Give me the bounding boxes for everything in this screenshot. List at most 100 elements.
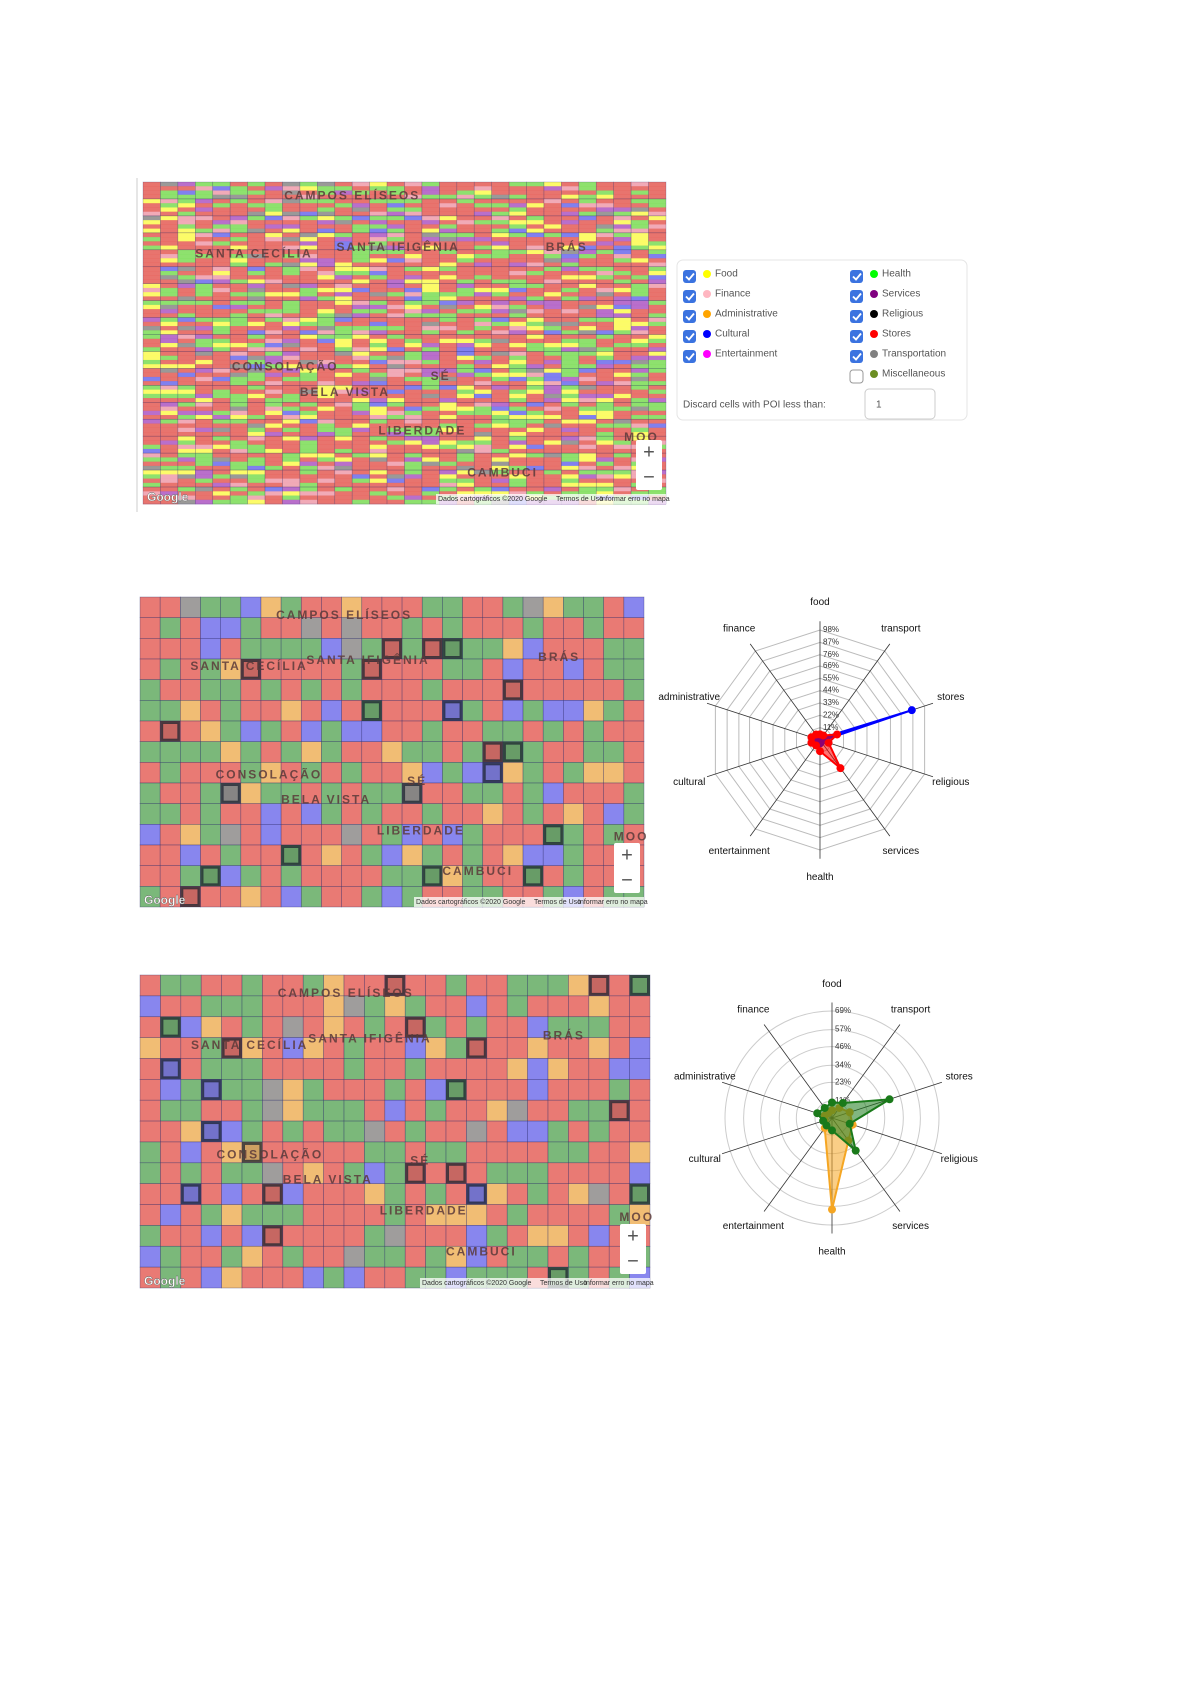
checkbox[interactable]	[849, 369, 864, 384]
cell-stripe	[212, 372, 231, 378]
cell-stripe	[648, 330, 666, 335]
cell	[302, 1204, 324, 1226]
cell	[563, 803, 584, 825]
cell-stripe	[352, 224, 370, 229]
cell-highlight	[405, 1162, 426, 1184]
cell	[200, 803, 221, 825]
cell-stripe	[543, 436, 562, 441]
cell-stripe	[195, 232, 213, 238]
checkbox[interactable]	[683, 310, 696, 323]
cell-highlight	[609, 1100, 630, 1122]
zoom-out[interactable]: −	[621, 869, 633, 891]
cell-stripe	[474, 368, 492, 373]
checkbox[interactable]	[683, 290, 696, 303]
report-link[interactable]: Informar erro no mapa	[600, 496, 670, 503]
cell-stripe	[526, 440, 544, 445]
terms-link[interactable]: Termos de Uso	[556, 496, 603, 503]
cell-stripe	[526, 389, 544, 395]
cell-stripe	[456, 317, 475, 323]
checkbox[interactable]	[850, 270, 863, 283]
cell-stripe	[526, 487, 544, 492]
tick-label: 55%	[823, 673, 839, 682]
zoom-in[interactable]: +	[643, 441, 655, 463]
report-link[interactable]: Informar erro no mapa	[584, 1280, 654, 1287]
checkbox[interactable]	[683, 350, 696, 363]
cell-stripe	[474, 317, 492, 323]
cell	[401, 741, 423, 763]
cell	[321, 741, 342, 763]
cell-stripe	[578, 372, 597, 378]
cell	[421, 720, 443, 742]
cell	[381, 803, 403, 825]
cell-stripe	[265, 275, 283, 280]
cell	[588, 1016, 610, 1038]
cell-stripe	[648, 241, 666, 246]
cell-stripe	[613, 245, 632, 251]
cell-stripe	[369, 241, 388, 246]
cell-stripe	[369, 453, 388, 458]
cell-stripe	[613, 190, 632, 196]
checkbox[interactable]	[683, 270, 696, 283]
cell-stripe	[143, 499, 161, 505]
report-link[interactable]: Informar erro no mapa	[578, 899, 648, 906]
zoom-in[interactable]: +	[627, 1225, 639, 1247]
cell-stripe	[509, 461, 527, 467]
cell	[623, 803, 645, 825]
cell	[527, 1183, 549, 1205]
terms-link[interactable]: Termos de Uso	[540, 1280, 587, 1287]
cell	[603, 638, 625, 660]
cell-stripe	[387, 182, 405, 187]
cell-stripe	[613, 410, 632, 416]
place-label: SANTA IFIGÊNIA	[306, 652, 429, 667]
cell-stripe	[648, 292, 666, 297]
checkbox[interactable]	[850, 330, 863, 343]
cell-stripe	[334, 309, 353, 314]
cell-stripe	[578, 232, 597, 238]
cell-stripe	[578, 304, 597, 310]
cell-stripe	[526, 351, 544, 357]
cell-stripe	[352, 427, 370, 433]
cell-stripe	[439, 431, 457, 437]
cell-stripe	[543, 215, 562, 221]
cell-stripe	[456, 491, 475, 496]
terms-link[interactable]: Termos de Uso	[534, 899, 581, 906]
cell	[486, 1162, 508, 1184]
checkmark	[852, 312, 862, 321]
cell-stripe	[543, 457, 562, 462]
cell-stripe	[439, 474, 457, 479]
zoom-out[interactable]: −	[627, 1250, 639, 1272]
cell	[482, 658, 504, 680]
cell	[364, 1245, 386, 1268]
discard-input[interactable]	[864, 388, 936, 420]
zoom-out[interactable]: −	[643, 466, 655, 488]
cell	[401, 844, 423, 866]
cell-stripe	[474, 351, 492, 357]
cell-stripe	[334, 228, 353, 234]
cell-stripe	[631, 283, 649, 289]
cell-stripe	[369, 410, 388, 416]
cell-border	[369, 469, 388, 488]
checkbox[interactable]	[850, 310, 863, 323]
checkbox[interactable]	[683, 330, 696, 343]
cell-stripe	[387, 321, 405, 327]
cell-stripe	[439, 224, 457, 229]
cell-stripe	[282, 258, 300, 263]
cell-stripe	[648, 270, 666, 276]
axis-line	[819, 643, 891, 741]
cell-stripe	[265, 398, 283, 403]
cell-stripe	[177, 283, 196, 289]
cell-stripe	[369, 283, 388, 289]
cell-stripe	[212, 279, 231, 284]
checkbox[interactable]	[850, 290, 863, 303]
cell	[425, 1183, 447, 1205]
cell-stripe	[247, 444, 266, 450]
cell-stripe	[561, 203, 579, 208]
cell-stripe	[212, 321, 231, 327]
cell-stripe	[578, 482, 597, 488]
checkbox[interactable]	[850, 350, 863, 363]
cell-stripe	[317, 410, 335, 416]
cell-stripe	[195, 237, 213, 242]
zoom-in[interactable]: +	[621, 844, 633, 866]
cell-stripe	[195, 482, 213, 488]
cell-stripe	[195, 334, 213, 340]
